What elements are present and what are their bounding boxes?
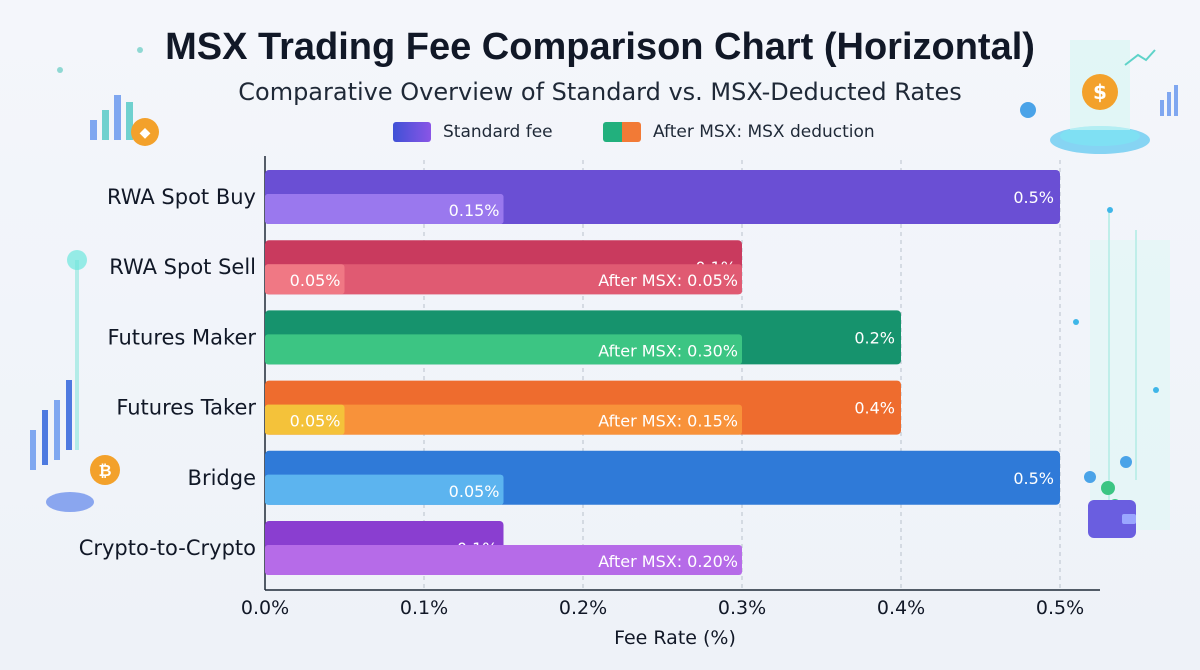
finance-illustration-right-top: $	[1020, 40, 1178, 154]
x-tick-label: 0.0%	[241, 597, 289, 619]
msx-deduction-label: 0.05%	[449, 482, 500, 501]
msx-deduction-bar	[265, 404, 345, 435]
category-label: Futures Taker	[116, 396, 256, 420]
legend-swatch-standard	[393, 122, 431, 142]
finance-illustration-left-top: ◆	[57, 47, 159, 146]
x-tick-label: 0.2%	[559, 597, 607, 619]
svg-text:$: $	[1093, 80, 1107, 104]
after-msx-bar	[265, 264, 742, 295]
svg-text:◆: ◆	[140, 125, 151, 141]
after-msx-label: After MSX: 0.30%	[598, 341, 738, 360]
standard-fee-label: 0.5%	[1013, 188, 1054, 207]
x-tick-label: 0.5%	[1036, 597, 1084, 619]
msx-deduction-bar	[265, 474, 504, 505]
chart-subtitle: Comparative Overview of Standard vs. MSX…	[238, 78, 962, 106]
msx-deduction-bar	[265, 264, 345, 295]
svg-text:₿: ₿	[98, 461, 111, 480]
x-tick-label: 0.1%	[400, 597, 448, 619]
after-msx-label: After MSX: 0.05%	[598, 271, 738, 290]
x-tick-label: 0.4%	[877, 597, 925, 619]
standard-fee-label: 0.2%	[854, 328, 895, 347]
msx-deduction-label: 0.05%	[290, 412, 341, 431]
category-label: Futures Maker	[108, 325, 257, 349]
after-msx-label: After MSX: 0.15%	[598, 412, 738, 431]
legend-label-standard: Standard fee	[443, 122, 553, 142]
after-msx-bar	[265, 545, 742, 575]
after-msx-bar	[265, 404, 742, 435]
msx-deduction-label: 0.05%	[290, 271, 341, 290]
standard-fee-label: 0.5%	[1013, 469, 1054, 488]
msx-deduction-bar	[265, 194, 504, 224]
after-msx-label: After MSX: 0.20%	[598, 552, 738, 571]
chart-title: MSX Trading Fee Comparison Chart (Horizo…	[165, 26, 1035, 68]
legend-label-after-msx: After MSX: MSX deduction	[653, 122, 875, 142]
after-msx-bar	[265, 334, 742, 365]
category-label: Crypto-to-Crypto	[79, 536, 256, 560]
finance-illustration-right-bottom	[1073, 207, 1170, 538]
legend-item-after-msx: After MSX: MSX deduction	[603, 121, 875, 143]
standard-fee-label: 0.4%	[854, 399, 895, 418]
category-label: RWA Spot Sell	[109, 255, 256, 279]
legend-item-standard: Standard fee	[393, 121, 553, 143]
x-axis-title: Fee Rate (%)	[614, 627, 736, 649]
x-tick-label: 0.3%	[718, 597, 766, 619]
msx-deduction-label: 0.15%	[449, 201, 500, 220]
category-label: Bridge	[188, 466, 256, 490]
legend-swatch-after-msx	[603, 122, 641, 142]
category-label: RWA Spot Buy	[107, 185, 256, 209]
finance-illustration-left-bottom: ₿	[30, 250, 120, 512]
